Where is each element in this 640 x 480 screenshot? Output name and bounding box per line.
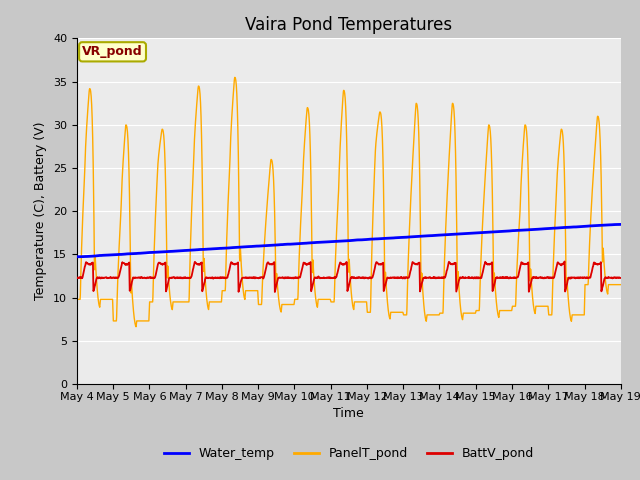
Text: VR_pond: VR_pond bbox=[82, 45, 143, 58]
Y-axis label: Temperature (C), Battery (V): Temperature (C), Battery (V) bbox=[35, 122, 47, 300]
X-axis label: Time: Time bbox=[333, 407, 364, 420]
Title: Vaira Pond Temperatures: Vaira Pond Temperatures bbox=[245, 16, 452, 34]
Legend: Water_temp, PanelT_pond, BattV_pond: Water_temp, PanelT_pond, BattV_pond bbox=[159, 442, 539, 465]
